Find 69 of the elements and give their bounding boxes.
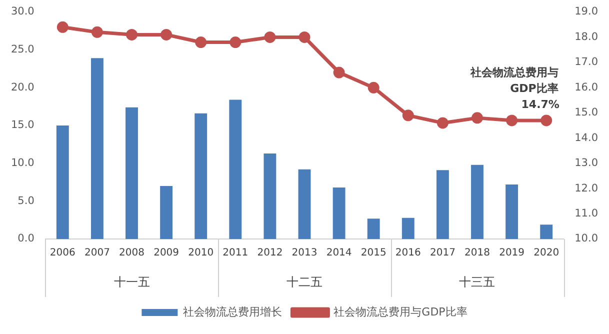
point	[368, 82, 380, 94]
y2-tick-label: 13.0	[574, 157, 598, 170]
data-label: 14.7%	[521, 98, 560, 111]
bar	[298, 169, 311, 239]
y2-tick-label: 12.0	[574, 182, 598, 194]
bar	[332, 188, 346, 239]
x-tick-label: 2017	[430, 248, 456, 259]
bar	[194, 113, 208, 239]
point	[195, 36, 207, 48]
text: 十二五	[286, 275, 322, 290]
bar	[436, 170, 449, 239]
point	[333, 66, 345, 78]
x-tick-label: 2010	[188, 248, 214, 259]
bar	[540, 224, 553, 239]
point	[56, 21, 68, 33]
y-tick-label: 30.0	[10, 6, 34, 18]
y2-tick-label: 19.0	[574, 6, 598, 18]
bar	[264, 153, 276, 239]
x-tick-label: 2009	[154, 248, 180, 259]
text: 十三五	[459, 275, 496, 290]
y2-tick-label: 16.0	[574, 81, 598, 94]
y-tick-label: 15.0	[10, 119, 34, 132]
point	[160, 28, 172, 40]
bar	[471, 164, 484, 239]
point	[540, 114, 552, 126]
bar	[126, 107, 138, 239]
x-tick-label: 2012	[257, 248, 283, 259]
y2-tick-label: 14.0	[574, 132, 598, 144]
point	[126, 28, 138, 40]
x-tick-label: 2019	[499, 248, 525, 259]
x-tick-label: 2007	[84, 248, 110, 259]
bar	[506, 184, 518, 239]
x-tick-label: 2006	[50, 248, 76, 259]
legend-label: 社会物流总费用增长	[183, 305, 282, 318]
y-tick-label: 20.0	[10, 81, 34, 94]
bar	[160, 186, 173, 239]
bar	[229, 100, 242, 239]
point	[472, 112, 483, 124]
annotation: 社会物流总费用与GDP比率	[469, 66, 558, 95]
y2-tick-label: 11.0	[574, 208, 598, 220]
bar	[367, 218, 380, 239]
y-tick-label: 5.0	[18, 194, 34, 207]
point	[91, 26, 103, 38]
point	[436, 117, 448, 129]
y2-tick-label: 10.0	[574, 232, 598, 245]
x-tick-label: 2011	[222, 248, 248, 259]
point	[298, 31, 310, 43]
point	[506, 114, 518, 126]
point	[264, 31, 276, 43]
x-tick-label: 2013	[292, 248, 318, 259]
y-tick-label: 10.0	[10, 157, 34, 170]
x-tick-label: 2020	[534, 248, 560, 259]
x-tick-label: 2015	[360, 248, 386, 259]
x-tick-label: 2016	[395, 248, 421, 259]
y2-tick-label: 15.0	[574, 106, 598, 119]
legend-label: 社会物流总费用与GDP比率	[334, 305, 468, 318]
x-tick-label: 2014	[326, 248, 352, 259]
text: 十一五	[114, 275, 150, 290]
bar	[90, 58, 104, 239]
bar	[402, 218, 414, 239]
point	[230, 36, 242, 48]
point	[402, 110, 414, 122]
x-tick-label: 2008	[119, 248, 144, 259]
y-tick-label: 0.0	[18, 232, 34, 245]
y-tick-label: 25.0	[10, 44, 34, 56]
y2-tick-label: 17.0	[574, 56, 598, 68]
x-tick-label: 2018	[464, 248, 490, 259]
bar	[56, 126, 69, 239]
y2-tick-label: 18.0	[574, 30, 598, 43]
